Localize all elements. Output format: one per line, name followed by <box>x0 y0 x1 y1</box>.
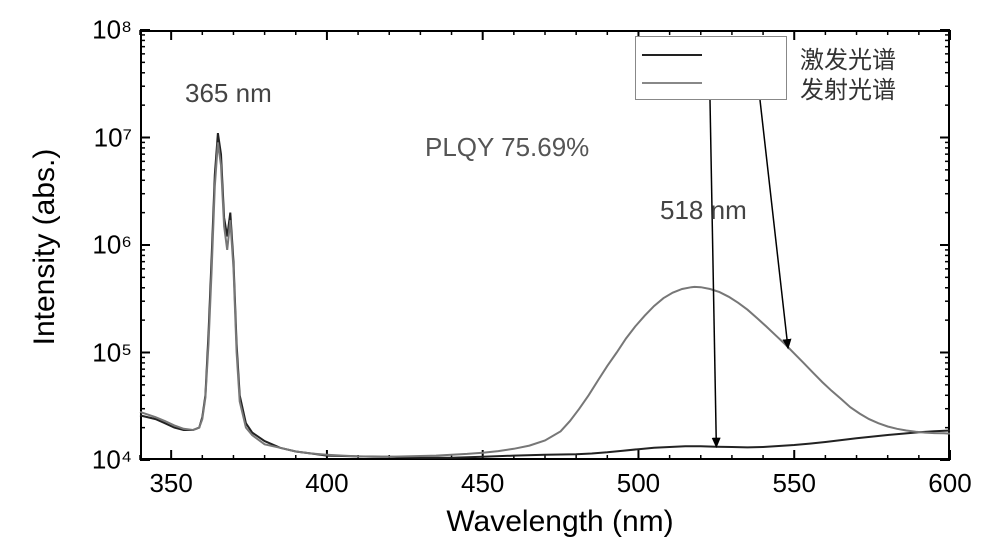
x-tick-label: 500 <box>617 468 660 499</box>
legend-swatch-emission <box>642 82 702 84</box>
peak-518-label: 518 nm <box>660 195 747 226</box>
y-tick-label: 10⁷ <box>80 122 132 153</box>
plqy-label: PLQY 75.69% <box>425 132 589 163</box>
excitation-line <box>140 133 950 458</box>
legend-arrow <box>760 100 788 348</box>
y-tick-label: 10⁴ <box>80 445 132 476</box>
legend-label-emission: 发射光谱 <box>800 70 896 105</box>
x-tick-label: 400 <box>305 468 348 499</box>
x-tick-label: 600 <box>928 468 971 499</box>
legend-swatch-excitation <box>642 54 702 56</box>
x-axis-label: Wavelength (nm) <box>430 505 690 539</box>
x-tick-label: 350 <box>149 468 192 499</box>
legend-box <box>635 36 787 100</box>
emission-line <box>140 142 950 456</box>
peak-365-label: 365 nm <box>185 78 272 109</box>
y-axis-label: Intensity (abs.) <box>28 147 62 347</box>
y-tick-label: 10⁸ <box>80 15 132 46</box>
legend-arrow <box>710 100 716 447</box>
y-tick-label: 10⁵ <box>80 337 132 368</box>
x-tick-label: 450 <box>461 468 504 499</box>
y-tick-label: 10⁶ <box>80 230 132 261</box>
x-tick-label: 550 <box>773 468 816 499</box>
